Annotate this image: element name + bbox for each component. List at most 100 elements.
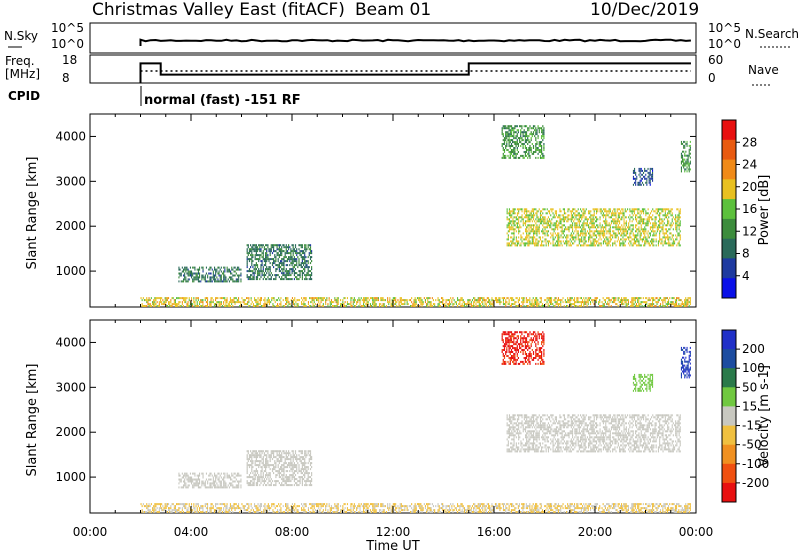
velocity-echo-cell bbox=[158, 511, 160, 513]
power-echo-cell bbox=[280, 305, 282, 307]
power-echo-cell bbox=[215, 299, 217, 302]
power-echo-cell bbox=[239, 301, 241, 304]
velocity-echo-cell bbox=[309, 511, 311, 513]
power-echo-cell bbox=[278, 262, 280, 265]
power-echo-cell bbox=[521, 236, 523, 239]
power-echo-cell bbox=[303, 256, 305, 259]
power-echo-cell bbox=[214, 274, 216, 277]
power-echo-cell bbox=[510, 152, 513, 155]
velocity-echo-cell bbox=[305, 503, 307, 506]
power-echo-cell bbox=[615, 224, 617, 227]
power-echo-cell bbox=[512, 145, 514, 147]
power-echo-cell bbox=[608, 208, 610, 211]
power-echo-cell bbox=[653, 230, 655, 233]
power-echo-cell bbox=[679, 244, 681, 247]
power-echo-cell bbox=[523, 305, 525, 307]
nsky-trace bbox=[139, 38, 691, 46]
power-echo-cell bbox=[614, 222, 616, 225]
power-echo-cell bbox=[639, 175, 641, 178]
power-echo-cell bbox=[185, 299, 187, 302]
power-echo-cell bbox=[330, 299, 332, 302]
power-echo-cell bbox=[260, 264, 262, 267]
power-echo-cell bbox=[531, 242, 533, 245]
power-echo-cell bbox=[230, 272, 232, 275]
power-echo-cell bbox=[294, 297, 296, 300]
velocity-echo-cell bbox=[158, 507, 160, 510]
power-echo-cell bbox=[259, 258, 261, 261]
velocity-echo-cell bbox=[313, 503, 315, 506]
velocity-echo-cell bbox=[259, 505, 261, 508]
velocity-echo-cell bbox=[173, 507, 175, 510]
power-echo-cell bbox=[270, 246, 272, 249]
velocity-echo-cell bbox=[228, 511, 230, 513]
power-echo-cell bbox=[281, 262, 283, 265]
power-echo-cell bbox=[655, 232, 657, 235]
power-echo-cell bbox=[201, 278, 203, 281]
power-echo-cell bbox=[233, 299, 235, 302]
power-echo-cell bbox=[309, 274, 312, 277]
power-echo-cell bbox=[529, 232, 531, 235]
power-echo-cell bbox=[688, 305, 690, 307]
power-echo-cell bbox=[324, 297, 326, 300]
power-echo-cell bbox=[581, 210, 583, 213]
power-echo-cell bbox=[574, 214, 576, 217]
power-echo-cell bbox=[652, 226, 654, 229]
power-echo-cell bbox=[615, 232, 617, 235]
power-echo-cell bbox=[643, 212, 645, 215]
velocity-echo-cell bbox=[297, 505, 299, 508]
power-echo-cell bbox=[181, 297, 183, 300]
power-echo-cell bbox=[260, 276, 262, 279]
power-echo-cell bbox=[615, 214, 617, 217]
power-echo-cell bbox=[535, 230, 537, 233]
power-echo-cell bbox=[153, 303, 155, 306]
velocity-echo-cell bbox=[398, 511, 400, 513]
velocity-echo-cell bbox=[163, 509, 165, 512]
power-echo-cell bbox=[605, 220, 607, 223]
power-echo-cell bbox=[160, 301, 162, 304]
power-echo-cell bbox=[669, 232, 671, 235]
power-echo-cell bbox=[322, 303, 324, 306]
velocity-echo-cell bbox=[358, 511, 360, 513]
velocity-echo-cell bbox=[141, 509, 143, 512]
power-echo-cell bbox=[505, 127, 507, 130]
power-echo-cell bbox=[580, 297, 582, 300]
power-echo-cell bbox=[554, 299, 556, 302]
power-echo-cell bbox=[563, 242, 565, 245]
velocity-echo-cell bbox=[223, 503, 225, 506]
power-echo-cell bbox=[525, 214, 527, 217]
velocity-echo-cell bbox=[241, 503, 243, 506]
power-echo-cell bbox=[621, 232, 623, 235]
power-echo-cell bbox=[461, 303, 463, 306]
power-echo-cell bbox=[293, 266, 295, 269]
power-echo-cell bbox=[156, 301, 158, 304]
cpid-label: CPID bbox=[8, 89, 40, 103]
power-echo-cell bbox=[538, 226, 540, 229]
power-echo-cell bbox=[586, 299, 588, 302]
power-echo-cell bbox=[675, 216, 677, 219]
power-echo-cell bbox=[619, 240, 621, 243]
power-echo-cell bbox=[530, 216, 532, 219]
power-echo-cell bbox=[313, 301, 315, 304]
power-echo-cell bbox=[248, 297, 250, 300]
power-echo-cell bbox=[437, 297, 439, 300]
power-echo-cell bbox=[477, 299, 479, 302]
velocity-echo-cell bbox=[267, 507, 269, 510]
velocity-echo-cell bbox=[197, 505, 199, 508]
power-echo-cell bbox=[581, 230, 583, 233]
power-echo-cell bbox=[541, 240, 543, 243]
power-echo-cell bbox=[196, 276, 198, 279]
power-echo-cell bbox=[569, 242, 571, 245]
power-echo-cell bbox=[522, 135, 524, 138]
velocity-echo-cell bbox=[248, 505, 250, 508]
power-echo-cell bbox=[675, 224, 677, 227]
power-echo-cell bbox=[285, 252, 287, 255]
power-echo-cell bbox=[535, 301, 537, 304]
velocity-echo-cell bbox=[271, 503, 273, 506]
power-echo-cell bbox=[638, 183, 640, 186]
power-echo-cell bbox=[588, 210, 590, 213]
power-echo-cell bbox=[284, 254, 286, 257]
power-echo-cell bbox=[529, 220, 531, 223]
power-echo-cell bbox=[510, 210, 512, 213]
velocity-echo-cell bbox=[302, 505, 304, 508]
power-echo-cell bbox=[676, 236, 678, 239]
